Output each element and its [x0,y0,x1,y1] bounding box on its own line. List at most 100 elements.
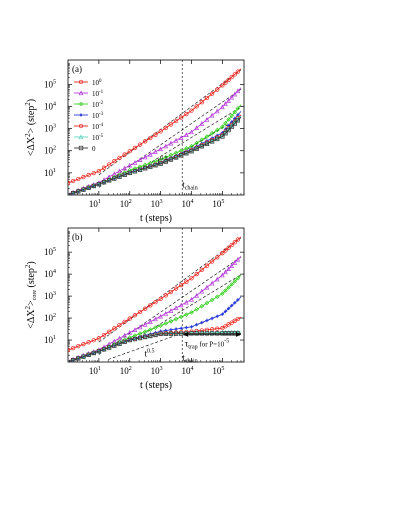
legend-marker [78,79,84,85]
series-point [220,311,225,317]
series-point [179,153,184,158]
series-point [204,331,210,336]
trap-arrow-head-right [235,331,241,337]
series-point [204,263,210,268]
series-point [107,162,112,167]
annotation-ttrap: τtrap for P=10-5 [185,339,229,351]
series-point [189,129,194,135]
series-point [132,336,138,342]
series-point [122,165,127,171]
series-point [235,275,241,281]
series-point [91,338,96,343]
series-point [117,155,122,161]
series-point [127,162,133,168]
series-point [132,145,138,151]
series-point [137,166,143,172]
x-tick-label: 102 [120,366,132,376]
series-point [168,318,174,324]
x-tick-label: 104 [182,366,194,376]
series-point [232,318,237,323]
series-point [232,278,238,284]
series-point [223,309,228,314]
series-point [81,354,86,359]
series-point [215,331,220,336]
series-point [76,189,81,194]
series-point [101,180,107,185]
annotation-tchain: tchain [182,179,198,191]
series-point [70,178,76,184]
series-point [220,251,225,256]
series-point [148,303,153,308]
series-point [112,343,117,348]
series-point [229,282,234,287]
series-point [229,320,234,325]
series-point [204,300,210,306]
series-point [70,358,76,362]
series-point [96,181,102,187]
series-point [127,337,132,343]
series-point [112,159,117,164]
series-point [127,329,133,335]
series-point [189,276,194,281]
series-point [194,104,199,109]
series-point [148,135,153,141]
series-point [223,331,228,336]
series-point [189,149,194,154]
y-axis-label: <ΔX2>core (step2) [24,261,38,329]
series-point [223,101,228,106]
y-tick-label: 101 [44,168,56,178]
series-point [132,169,138,174]
series-point [68,347,71,353]
x-tick-label: 102 [120,199,132,209]
series-point [147,319,153,324]
legend-label: 100 [92,79,102,87]
series-point [189,324,194,330]
series-point [127,316,132,321]
panel-b: 101 102 103 104 105 101 102 103 104 105 t (steps) <… [24,227,245,391]
series-point [229,124,234,129]
series-point [184,325,189,330]
series-point [153,132,158,137]
series-point [204,95,210,101]
series-point [153,316,158,322]
series-point [220,331,225,336]
series-point [223,324,228,329]
series-point [173,331,179,336]
series-point [226,331,231,336]
series-point [215,255,220,260]
series-point [127,170,132,176]
series-point [68,192,71,195]
annotation-tchainb: tchain [182,352,198,364]
series-point [214,108,220,114]
legend-label: 0 [92,145,96,153]
series-point [96,336,102,341]
series-point [132,313,138,318]
series-point [229,242,234,248]
series-point [226,285,231,290]
series-point [194,292,200,298]
series-point [168,140,174,146]
trap-arrow-head-left [183,331,189,337]
series-point [127,337,133,342]
series-point [226,97,231,103]
series-point [184,111,189,117]
series-point [189,296,194,302]
guide-line [98,256,242,355]
series-point [199,328,204,333]
annotation-t05b: t0.5 [144,348,154,358]
legend-marker [78,101,84,107]
series-point [168,331,174,336]
series-point [101,332,107,338]
series-point [148,164,153,169]
x-axis-label: t (steps) [140,380,172,391]
series-point [226,117,231,122]
series-point [153,149,158,154]
series-point [86,172,91,178]
series-point [86,185,91,190]
series-point [158,313,163,319]
series-point [209,131,215,136]
series-point [143,334,148,340]
series-point [220,124,225,130]
y-tick-label: 105 [44,79,56,89]
series-point [226,322,231,327]
